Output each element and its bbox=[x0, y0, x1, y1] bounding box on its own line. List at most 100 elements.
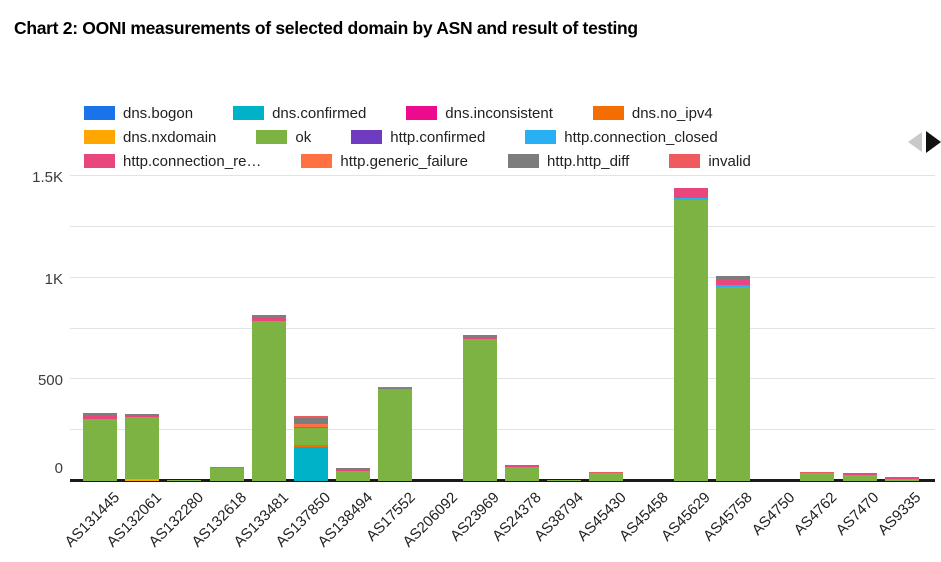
legend-swatch-icon bbox=[669, 154, 701, 168]
bar-segment-AS45430-invalid[interactable] bbox=[589, 472, 624, 474]
bar-segment-AS132061-http-connection-re-[interactable] bbox=[125, 416, 160, 418]
bar-segment-AS132618-invalid[interactable] bbox=[209, 467, 244, 469]
bar-segment-AS132280-ok[interactable] bbox=[167, 480, 202, 481]
legend-item-ok: ok bbox=[256, 129, 311, 146]
gridline-750 bbox=[70, 327, 935, 329]
legend-item-http-generic-failure: http.generic_failure bbox=[301, 153, 468, 170]
y-tick-label-500: 500 bbox=[37, 372, 63, 390]
bar-segment-AS45758-ok[interactable] bbox=[716, 286, 750, 481]
bar-segment-AS138494-http-http-diff[interactable] bbox=[336, 467, 371, 470]
legend-item-http-http-diff: http.http_diff bbox=[508, 153, 629, 170]
legend-item-http-connection-re-: http.connection_re… bbox=[84, 153, 261, 170]
legend-label: dns.bogon bbox=[123, 104, 194, 122]
legend-item-dns-inconsistent: dns.inconsistent bbox=[406, 105, 553, 122]
bar-segment-AS131445-ok[interactable] bbox=[83, 419, 117, 481]
legend-swatch-icon bbox=[233, 106, 265, 120]
bar-segment-AS138494-http-connection-re-[interactable] bbox=[336, 469, 371, 471]
legend-item-http-confirmed: http.confirmed bbox=[351, 129, 485, 146]
gridline-500 bbox=[70, 378, 935, 380]
bar-segment-AS24378-http-connection-re-[interactable] bbox=[505, 465, 539, 468]
legend-swatch-icon bbox=[592, 106, 624, 120]
legend-label: http.generic_failure bbox=[340, 152, 469, 170]
bar-segment-AS24378-ok[interactable] bbox=[505, 467, 539, 481]
x-tick-label-AS4762: AS4762 bbox=[790, 489, 841, 539]
bar-segment-AS137850-http-connection-re-[interactable] bbox=[294, 426, 328, 429]
legend-swatch-icon bbox=[508, 154, 540, 168]
chart-legend: dns.bogon dns.confirmed dns.inconsistent dn… bbox=[84, 101, 791, 173]
gridline-1500 bbox=[70, 175, 935, 177]
bar-segment-AS7470-http-connection-re-[interactable] bbox=[842, 473, 877, 475]
bar-segment-AS137850-ok[interactable] bbox=[294, 428, 328, 446]
bar-segment-AS38794-ok[interactable] bbox=[547, 480, 582, 481]
legend-swatch-icon bbox=[406, 106, 438, 120]
bar-segment-AS23969-http-http-diff[interactable] bbox=[462, 334, 497, 337]
legend-next-arrow-icon[interactable] bbox=[926, 131, 941, 153]
bar-segment-AS24378-http-http-diff[interactable] bbox=[505, 464, 539, 466]
bar-segment-AS45629-ok[interactable] bbox=[673, 199, 708, 481]
legend-item-dns-no-ipv4: dns.no_ipv4 bbox=[592, 104, 713, 122]
bar-segment-AS133481-http-http-diff[interactable] bbox=[251, 314, 286, 318]
legend-label: dns.inconsistent bbox=[445, 104, 553, 122]
legend-swatch-icon bbox=[84, 130, 115, 144]
legend-row: dns.nxdomain ok http.confirmed http.connect… bbox=[84, 125, 791, 149]
bar-segment-AS45758-http-connection-re-[interactable] bbox=[716, 279, 750, 286]
bar-segment-AS137850-invalid[interactable] bbox=[294, 416, 328, 419]
bar-segment-AS45629-http-connection-re-[interactable] bbox=[673, 187, 708, 198]
legend-swatch-icon bbox=[351, 130, 383, 144]
bar-segment-AS4762-ok[interactable] bbox=[800, 473, 835, 481]
legend-label: http.connection_closed bbox=[564, 128, 718, 146]
x-axis-baseline bbox=[70, 479, 935, 482]
bar-segment-AS133481-http-connection-re-[interactable] bbox=[251, 317, 286, 322]
legend-label: http.confirmed bbox=[390, 128, 486, 146]
bar-segment-AS45430-ok[interactable] bbox=[589, 473, 624, 481]
bar-segment-AS45629-http-connection-closed[interactable] bbox=[673, 197, 708, 200]
legend-row: dns.bogon dns.confirmed dns.inconsistent dn… bbox=[84, 101, 791, 125]
legend-item-invalid: invalid bbox=[669, 153, 751, 170]
bar-segment-AS132618-ok[interactable] bbox=[209, 468, 244, 481]
bar-segment-AS137850-http-generic-failure[interactable] bbox=[294, 424, 328, 427]
bar-segment-AS17552-http-http-diff[interactable] bbox=[378, 387, 413, 389]
y-tick-label-1K: 1K bbox=[44, 270, 63, 288]
bar-segment-AS133481-ok[interactable] bbox=[251, 321, 286, 481]
bar-segment-AS9335-http-connection-re-[interactable] bbox=[884, 477, 919, 479]
legend-label: dns.nxdomain bbox=[123, 128, 217, 146]
legend-label: invalid bbox=[708, 152, 751, 170]
gridline-1000 bbox=[70, 276, 935, 278]
legend-item-dns-confirmed: dns.confirmed bbox=[233, 105, 366, 122]
bar-segment-AS4762-invalid[interactable] bbox=[800, 472, 835, 474]
bar-segment-AS7470-http-http-diff[interactable] bbox=[842, 472, 877, 474]
legend-swatch-icon bbox=[525, 130, 557, 144]
legend-prev-arrow-icon[interactable] bbox=[908, 132, 922, 152]
legend-item-dns-nxdomain: dns.nxdomain bbox=[84, 129, 216, 146]
x-tick-label-AS7470: AS7470 bbox=[832, 489, 883, 539]
bar-segment-AS137850-http-http-diff[interactable] bbox=[294, 418, 328, 425]
bar-segment-AS7470-ok[interactable] bbox=[842, 474, 877, 481]
bar-segment-AS9335-ok[interactable] bbox=[884, 478, 919, 481]
legend-item-dns-bogon: dns.bogon bbox=[84, 105, 193, 122]
bar-segment-AS45758-http-http-diff[interactable] bbox=[716, 276, 750, 280]
bar-segment-AS23969-http-connection-re-[interactable] bbox=[462, 336, 497, 339]
bar-segment-AS132061-http-http-diff[interactable] bbox=[125, 414, 160, 417]
legend-item-http-connection-closed: http.connection_closed bbox=[525, 128, 718, 146]
bar-segment-AS131445-http-http-diff[interactable] bbox=[83, 412, 117, 415]
bar-segment-AS17552-ok[interactable] bbox=[378, 388, 413, 481]
legend-label: http.http_diff bbox=[547, 152, 630, 170]
bar-segment-AS45758-http-connection-closed[interactable] bbox=[716, 285, 750, 287]
legend-label: dns.no_ipv4 bbox=[631, 104, 713, 122]
bar-segment-AS132061-ok[interactable] bbox=[125, 417, 160, 480]
legend-label: ok bbox=[295, 128, 312, 146]
legend-row: http.connection_re… http.generic_failure h… bbox=[84, 149, 791, 173]
x-tick-label-AS4750: AS4750 bbox=[748, 489, 799, 539]
bar-segment-AS17552-invalid[interactable] bbox=[378, 386, 413, 388]
bar-segment-AS137850-dns-no-ipv4[interactable] bbox=[294, 445, 328, 448]
legend-swatch-icon bbox=[301, 154, 333, 168]
bar-segment-AS137850-dns-confirmed[interactable] bbox=[294, 447, 328, 481]
bar-segment-AS131445-http-connection-re-[interactable] bbox=[83, 414, 117, 420]
bar-segment-AS138494-ok[interactable] bbox=[336, 470, 371, 481]
legend-swatch-icon bbox=[84, 154, 115, 168]
bar-segment-AS23969-ok[interactable] bbox=[462, 338, 497, 481]
y-tick-label-0: 0 bbox=[54, 460, 63, 477]
chart-title: Chart 2: OONI measurements of selected d… bbox=[14, 18, 638, 38]
bar-segment-AS132061-dns-nxdomain[interactable] bbox=[125, 479, 160, 481]
